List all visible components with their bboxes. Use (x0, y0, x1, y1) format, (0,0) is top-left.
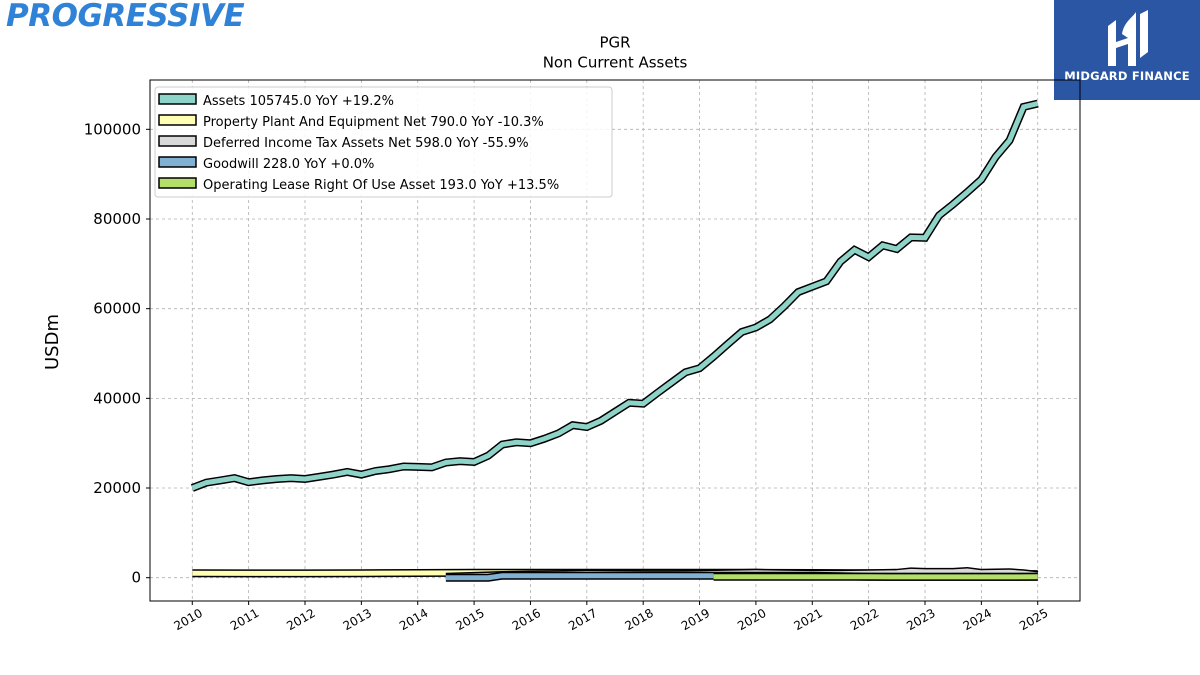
legend-box (154, 86, 613, 198)
midgard-logo-mark (1108, 10, 1148, 66)
x-tick-label: 2010 (172, 606, 205, 633)
legend-label: Assets 105745.0 YoY +19.2% (203, 94, 394, 109)
y-tick-label: 20000 (93, 479, 141, 497)
legend: Assets 105745.0 YoY +19.2% Property Plant… (154, 86, 613, 198)
x-tick-label: 2013 (341, 606, 374, 633)
x-tick-label: 2024 (961, 606, 994, 633)
legend-swatch (158, 135, 197, 147)
x-tick-label: 2023 (904, 606, 937, 633)
legend-label: Deferred Income Tax Assets Net 598.0 YoY… (203, 136, 529, 151)
x-tick-label: 2016 (510, 606, 543, 633)
badge-label: MIDGARD FINANCE (1064, 69, 1190, 83)
y-tick-label: 60000 (93, 300, 141, 318)
progressive-logo: PROGRESSIVE (6, 0, 245, 34)
x-tick-label: 2017 (566, 606, 599, 633)
y-tick-label: 40000 (93, 389, 141, 407)
x-tick-label: 2011 (228, 606, 261, 633)
legend-swatch (158, 156, 197, 168)
registered-mark: ® (228, 6, 235, 14)
chart-subtitle: Non Current Assets (543, 54, 688, 72)
plot-series (190, 99, 1039, 582)
legend-swatch (158, 114, 197, 126)
x-tick-label: 2020 (735, 606, 768, 633)
legend-label: Operating Lease Right Of Use Asset 193.0… (203, 178, 559, 193)
legend-label: Property Plant And Equipment Net 790.0 Y… (203, 115, 544, 130)
x-tick-label: 2019 (679, 606, 712, 633)
y-axis-label: USDm (42, 314, 63, 370)
axis-ticks: 2010 2011 2012 2013 2014 2015 2016 2017 2018 2019… (84, 120, 1051, 633)
x-tick-label: 2025 (1017, 606, 1050, 633)
x-tick-label: 2021 (792, 606, 825, 633)
legend-swatch (158, 93, 197, 105)
legend-label: Goodwill 228.0 YoY +0.0% (203, 157, 374, 172)
plot-frame (149, 79, 1081, 602)
series-line-assets (191, 101, 1039, 491)
midgard-finance-badge: MIDGARD FINANCE (1054, 0, 1200, 100)
y-tick-label: 80000 (93, 210, 141, 228)
x-tick-label: 2018 (622, 606, 655, 633)
y-tick-label: 0 (131, 569, 141, 587)
x-tick-label: 2012 (284, 606, 317, 633)
x-tick-label: 2014 (397, 606, 430, 633)
legend-swatch (158, 177, 197, 189)
y-tick-label: 100000 (84, 120, 141, 138)
x-tick-label: 2022 (848, 606, 881, 633)
chart-title: PGR (599, 34, 630, 52)
x-tick-label: 2015 (453, 606, 486, 633)
